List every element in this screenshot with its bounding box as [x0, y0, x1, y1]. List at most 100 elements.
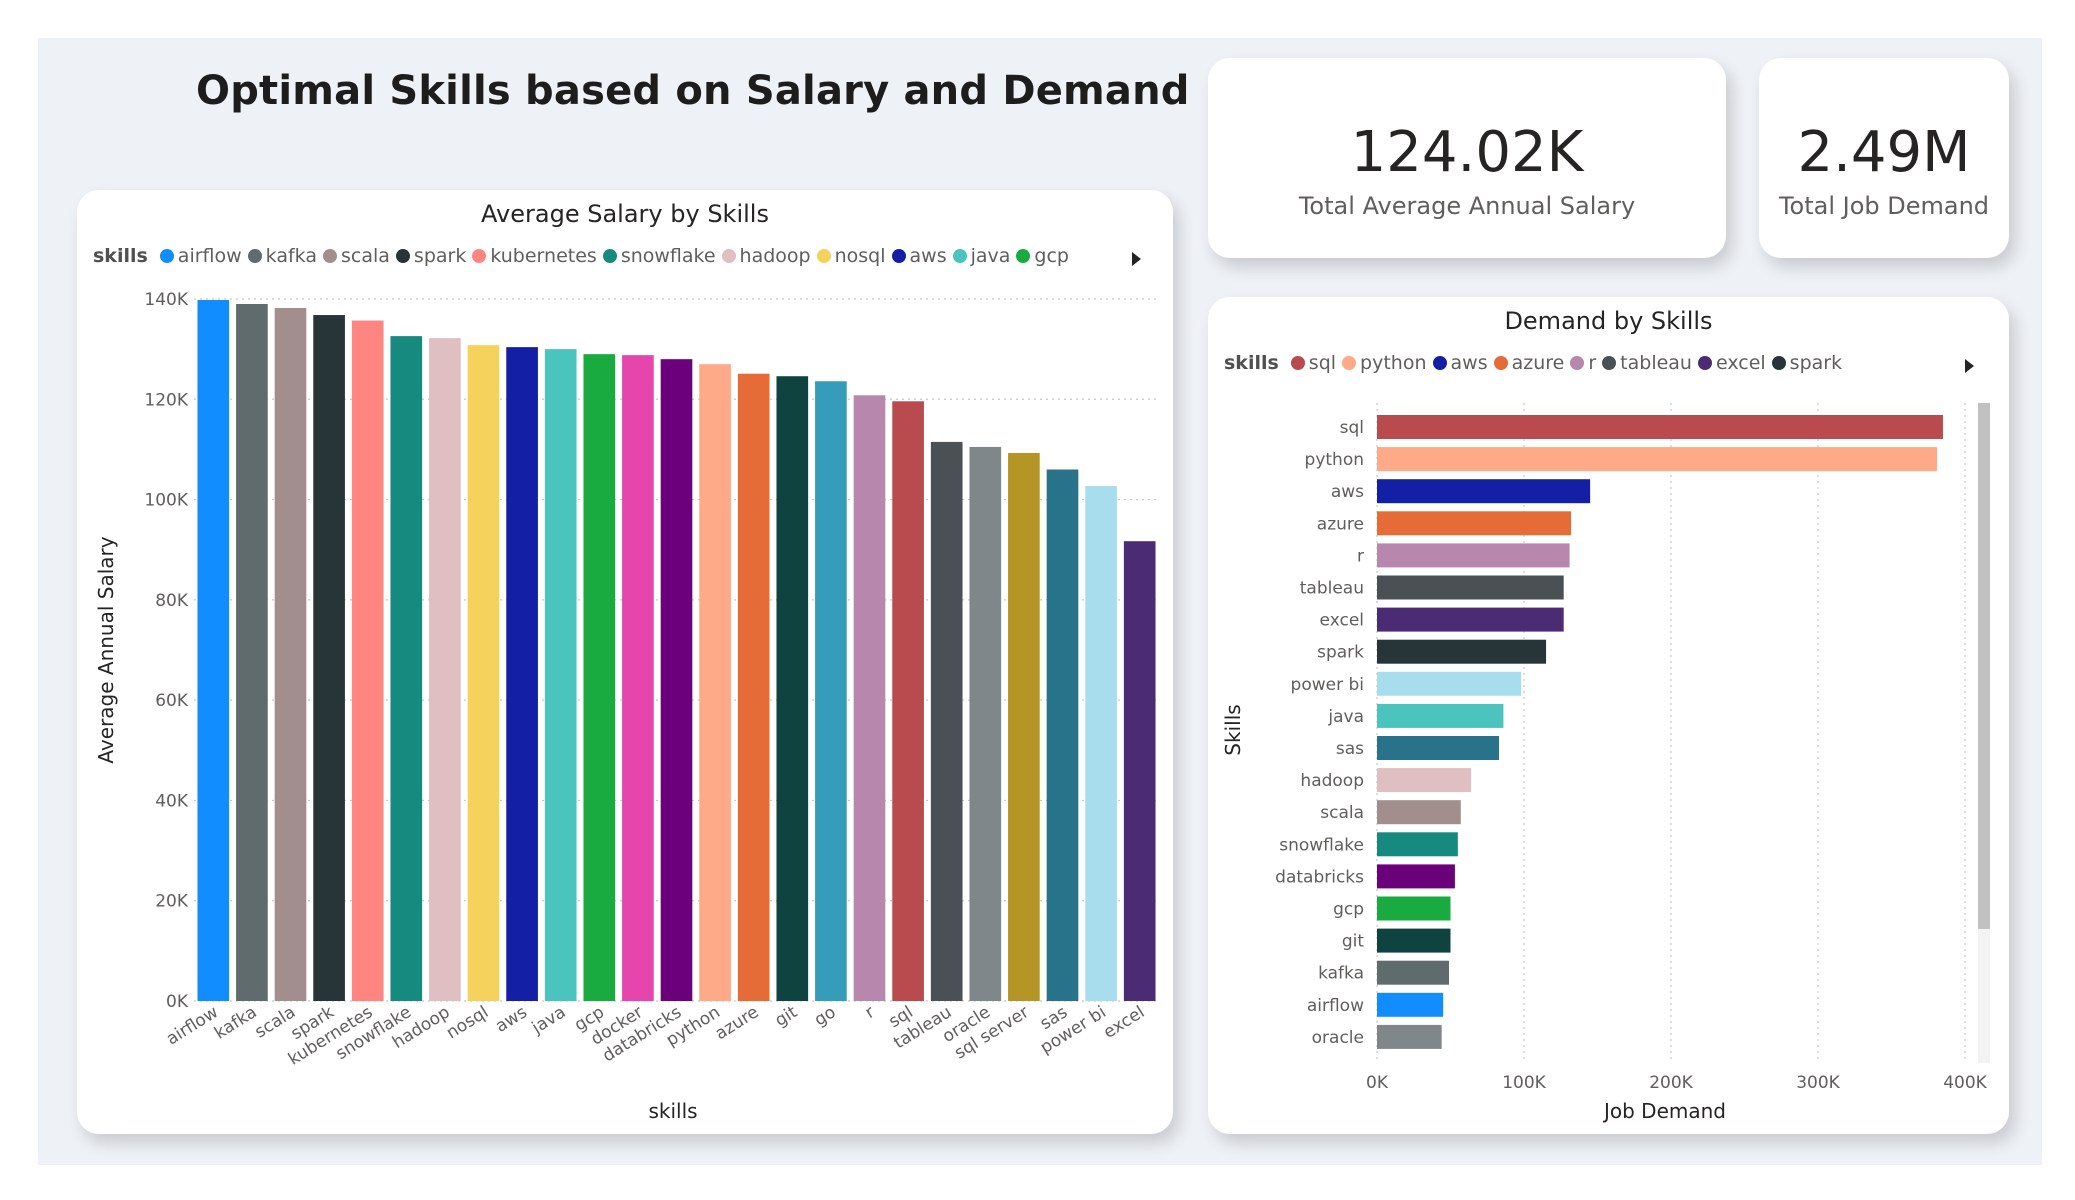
salary-legend-item[interactable]: kubernetes	[472, 245, 597, 267]
report-title: Optimal Skills based on Salary and Deman…	[196, 68, 1190, 114]
salary-bar	[892, 401, 924, 1001]
demand-bar	[1377, 575, 1564, 600]
demand-y-tick-label: tableau	[1300, 579, 1364, 599]
demand-y-tick-label: kafka	[1318, 964, 1364, 984]
demand-y-tick-label: power bi	[1291, 675, 1364, 695]
salary-legend-item[interactable]: spark	[395, 245, 467, 267]
salary-bar	[622, 355, 654, 1001]
demand-x-axis-title: Job Demand	[1602, 1099, 1726, 1123]
legend-dot-icon	[816, 249, 831, 263]
salary-bar	[815, 381, 847, 1002]
demand-legend-item[interactable]: sql	[1290, 352, 1337, 374]
demand-bar	[1377, 511, 1572, 536]
salary-y-tick-label: 140K	[144, 290, 188, 310]
demand-legend-item[interactable]: aws	[1432, 352, 1488, 374]
demand-chart-scrollbar-thumb[interactable]	[1978, 403, 1990, 929]
demand-bar	[1377, 607, 1564, 632]
demand-legend-item[interactable]: tableau	[1602, 352, 1692, 374]
legend-dot-icon	[159, 249, 174, 263]
kpi-card-avg-salary[interactable]: 124.02K Total Average Annual Salary	[1208, 58, 1726, 258]
salary-legend-item[interactable]: aws	[891, 245, 947, 267]
demand-bar	[1377, 671, 1522, 696]
salary-bar	[1008, 452, 1040, 1001]
demand-legend-label: spark	[1789, 352, 1843, 374]
kpi-job-demand-value: 2.49M	[1797, 120, 1971, 185]
salary-legend-item[interactable]: scala	[323, 245, 390, 267]
salary-legend-item[interactable]: kafka	[247, 245, 317, 267]
salary-legend-item[interactable]: hadoop	[721, 245, 811, 267]
demand-legend-label: sql	[1308, 352, 1337, 374]
demand-legend-label: r	[1588, 352, 1597, 374]
salary-legend-label: snowflake	[620, 245, 716, 267]
salary-legend-label: hadoop	[739, 245, 811, 267]
legend-dot-icon	[1602, 356, 1617, 370]
demand-y-axis-title: Skills	[1221, 704, 1245, 755]
salary-y-tick-label: 20K	[155, 892, 189, 912]
salary-legend-item[interactable]: airflow	[159, 245, 242, 267]
demand-legend-label: tableau	[1620, 352, 1692, 374]
legend-dot-icon	[395, 249, 410, 263]
salary-chart-card[interactable]: Average Salary by Skills skills airflow k…	[77, 190, 1173, 1134]
demand-y-tick-label: snowflake	[1279, 835, 1364, 855]
salary-x-tick-label: kafka	[211, 1002, 261, 1043]
demand-legend-item[interactable]: spark	[1771, 352, 1843, 374]
salary-x-axis-title: skills	[648, 1099, 697, 1123]
salary-legend-next-icon[interactable]	[1132, 252, 1141, 266]
demand-bar	[1377, 415, 1943, 439]
salary-x-tick-label: nosql	[443, 1002, 492, 1043]
kpi-job-demand-label: Total Job Demand	[1778, 192, 1990, 220]
salary-legend-item[interactable]: nosql	[816, 245, 886, 267]
salary-bar	[351, 320, 384, 1002]
demand-y-tick-label: git	[1342, 932, 1365, 952]
demand-y-tick-label: databricks	[1275, 867, 1364, 887]
demand-bar	[1377, 736, 1500, 760]
demand-y-tick-label: python	[1305, 450, 1364, 470]
demand-y-tick-label: aws	[1331, 482, 1364, 502]
legend-dot-icon	[1771, 356, 1786, 370]
demand-y-tick-label: gcp	[1333, 900, 1364, 920]
demand-legend-item[interactable]: python	[1342, 352, 1427, 374]
demand-chart-legend[interactable]: skills sql python aws azure r tableau excel spa…	[1224, 352, 1848, 374]
salary-bar	[776, 376, 809, 1002]
kpi-card-job-demand[interactable]: 2.49M Total Job Demand	[1759, 58, 2009, 258]
salary-legend-label: nosql	[834, 245, 886, 267]
salary-legend-item[interactable]: java	[952, 245, 1011, 267]
demand-y-tick-label: java	[1327, 707, 1364, 727]
demand-bar	[1377, 992, 1444, 1017]
salary-legend-item[interactable]: gcp	[1016, 245, 1069, 267]
legend-dot-icon	[323, 249, 337, 263]
salary-y-tick-label: 100K	[144, 491, 188, 511]
demand-bar	[1377, 479, 1591, 504]
legend-dot-icon	[1016, 249, 1031, 263]
demand-bar	[1377, 768, 1472, 793]
demand-legend-next-icon[interactable]	[1965, 359, 1974, 373]
demand-legend-item[interactable]: azure	[1493, 352, 1564, 374]
salary-legend-label: java	[970, 245, 1011, 267]
salary-bar	[1123, 541, 1156, 1001]
salary-chart-legend[interactable]: skills airflow kafka scala spark kubernetes s…	[93, 245, 1075, 267]
salary-y-axis-title: Average Annual Salary	[94, 536, 118, 763]
demand-bar	[1377, 543, 1570, 568]
legend-dot-icon	[602, 249, 617, 263]
salary-x-tick-label: scala	[251, 1002, 299, 1042]
demand-x-tick-label: 100K	[1502, 1073, 1546, 1093]
salary-legend-label: kafka	[265, 245, 317, 267]
salary-legend-item[interactable]: snowflake	[602, 245, 716, 267]
demand-x-tick-label: 0K	[1366, 1073, 1389, 1093]
demand-legend-item[interactable]: r	[1570, 352, 1596, 374]
legend-dot-icon	[1493, 356, 1508, 370]
salary-bar	[313, 315, 345, 1001]
demand-legend-item[interactable]: excel	[1697, 352, 1766, 374]
legend-dot-icon	[952, 249, 967, 263]
salary-legend-label: spark	[413, 245, 467, 267]
legend-dot-icon	[247, 249, 262, 263]
legend-dot-icon	[1570, 356, 1585, 370]
demand-chart-card[interactable]: Demand by Skills skills sql python aws azur…	[1208, 297, 2009, 1134]
demand-bar	[1377, 800, 1461, 825]
demand-bar	[1377, 960, 1450, 985]
salary-x-tick-label: aws	[492, 1002, 531, 1037]
salary-bar	[467, 345, 500, 1001]
salary-bar	[1046, 469, 1079, 1001]
demand-legend-label: excel	[1715, 352, 1766, 374]
salary-chart-title: Average Salary by Skills	[481, 200, 769, 228]
